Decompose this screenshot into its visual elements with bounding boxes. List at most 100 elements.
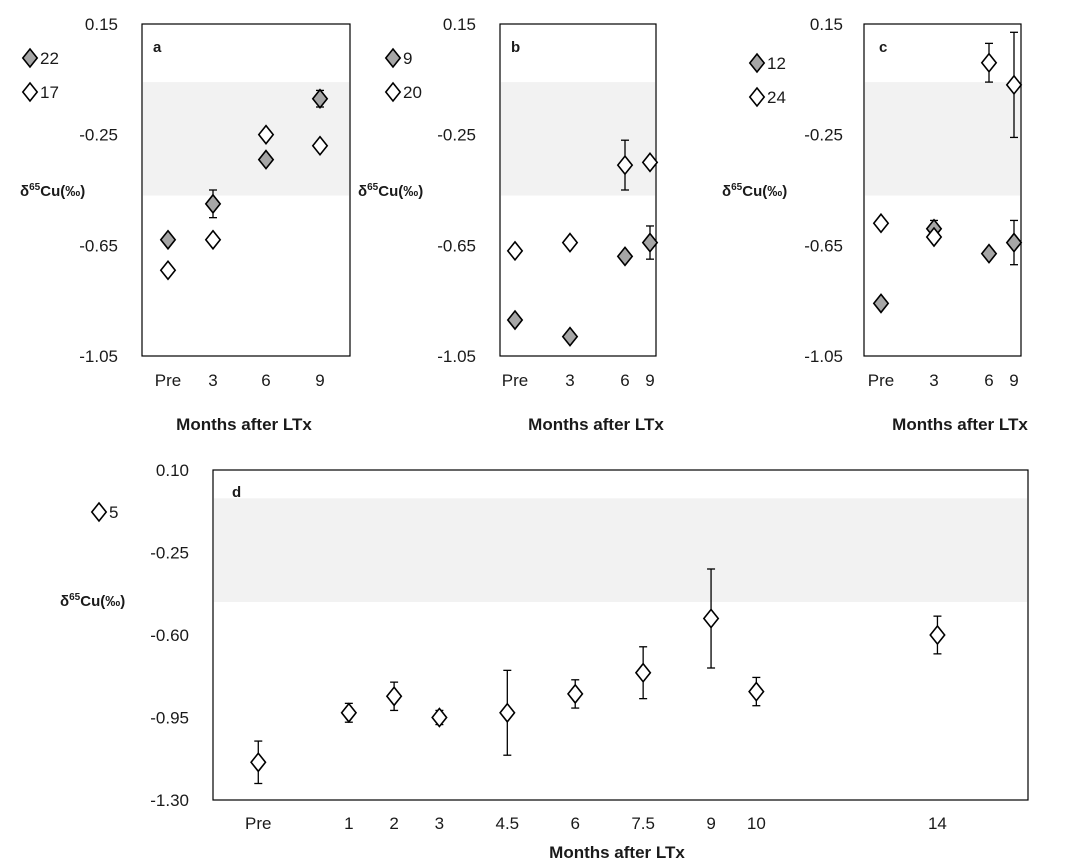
y-tick-label: -1.30 [150,791,189,810]
data-point [204,193,222,215]
plot-frame [141,23,351,357]
data-point [385,686,403,707]
x-tick-label: 10 [747,814,766,833]
panel-d: d 0.10 -0.25 -0.60 -0.95 -1.30 δ65Cu(‰) Pre 1 2 3 4… [60,461,1029,862]
legend-marker [384,81,402,103]
plot-frame [499,23,657,357]
x-axis-label: Months after LTx [176,415,312,434]
data-point [499,702,516,724]
y-tick-label: 0.15 [810,15,843,34]
data-point [641,152,659,173]
data-point [616,154,634,176]
x-tick-label: 3 [565,371,574,390]
x-tick-label: 2 [389,814,398,833]
x-tick-label: Pre [245,814,271,833]
x-tick-label: 3 [929,371,938,390]
plot-frame [863,23,1022,357]
x-tick-label: 1 [344,814,353,833]
data-point [748,681,765,702]
data-point [340,702,358,724]
x-tick-label: 6 [620,371,629,390]
panel-label: c [879,39,887,56]
data-point [566,683,584,705]
x-tick-label: 9 [645,371,654,390]
y-tick-label: -1.05 [79,347,118,366]
reference-band [865,82,1020,196]
y-tick-label: -0.95 [150,709,189,728]
x-tick-label: 6 [570,814,579,833]
x-axis-label: Months after LTx [549,843,685,862]
y-tick-label: -0.65 [79,236,118,255]
data-point [257,149,275,170]
legend-label: 17 [40,83,59,102]
data-point [929,624,946,646]
panel-label: b [511,39,520,56]
data-point [980,243,998,264]
data-point [561,326,579,347]
y-tick-label: -0.25 [79,126,118,145]
legend-label: 5 [109,503,118,522]
data-point [311,135,329,157]
y-tick-label: -0.60 [150,626,189,645]
x-tick-label: 6 [984,371,993,390]
y-axis-label: δ65Cu(‰) [358,182,423,200]
reference-band [214,498,1027,602]
x-tick-label: 9 [706,814,715,833]
legend-label: 20 [403,83,422,102]
data-point [159,259,177,281]
plot-frame [212,469,1029,801]
panel-label: a [153,39,162,56]
data-point [1005,232,1023,253]
data-point [925,226,943,248]
data-point [872,212,890,234]
x-tick-label: 9 [315,371,324,390]
data-point [616,246,634,267]
x-tick-label: 6 [261,371,270,390]
y-axis-label: δ65Cu(‰) [20,182,85,200]
x-axis-label: Months after LTx [892,415,1028,434]
legend-label: 9 [403,49,412,68]
x-tick-label: 7.5 [631,814,655,833]
y-tick-label: -0.25 [437,126,476,145]
y-tick-label: 0.15 [85,15,118,34]
y-tick-label: -1.05 [804,347,843,366]
data-point [980,52,998,74]
data-point [561,232,579,253]
legend-label: 12 [767,54,786,73]
y-axis-label: δ65Cu(‰) [60,592,125,610]
data-point [159,229,177,251]
x-tick-label: 14 [928,814,947,833]
x-tick-label: 4.5 [495,814,519,833]
reference-band [501,82,655,196]
data-point [311,88,329,109]
panel-c: c 0.15 -0.25 -0.65 -1.05 δ65Cu(‰) Pre 3 6 9 Months… [722,15,1028,434]
legend-marker [748,52,766,74]
y-axis-label: δ65Cu(‰) [722,182,787,200]
data-point [506,240,524,262]
y-tick-label: 0.10 [156,461,189,480]
x-tick-label: 3 [208,371,217,390]
x-tick-label: Pre [868,371,894,390]
legend-marker [384,47,402,69]
y-tick-label: -1.05 [437,347,476,366]
y-tick-label: -0.25 [804,126,843,145]
y-tick-label: -0.65 [804,236,843,255]
x-tick-label: Pre [502,371,528,390]
x-tick-label: 9 [1009,371,1018,390]
y-tick-label: -0.65 [437,236,476,255]
data-point [702,608,720,629]
x-tick-label: 3 [435,814,444,833]
legend-label: 24 [767,88,786,107]
data-point [204,229,222,251]
data-point [634,662,652,683]
data-point [872,293,890,314]
legend-marker [21,47,39,69]
legend-marker [21,81,39,103]
panel-a: a 0.15 -0.25 -0.65 -1.05 δ65Cu(‰) Pre 3 6 9 Months… [20,15,351,434]
y-tick-label: -0.25 [150,544,189,563]
legend-label: 22 [40,49,59,68]
data-point [431,707,448,728]
x-tick-label: Pre [155,371,181,390]
